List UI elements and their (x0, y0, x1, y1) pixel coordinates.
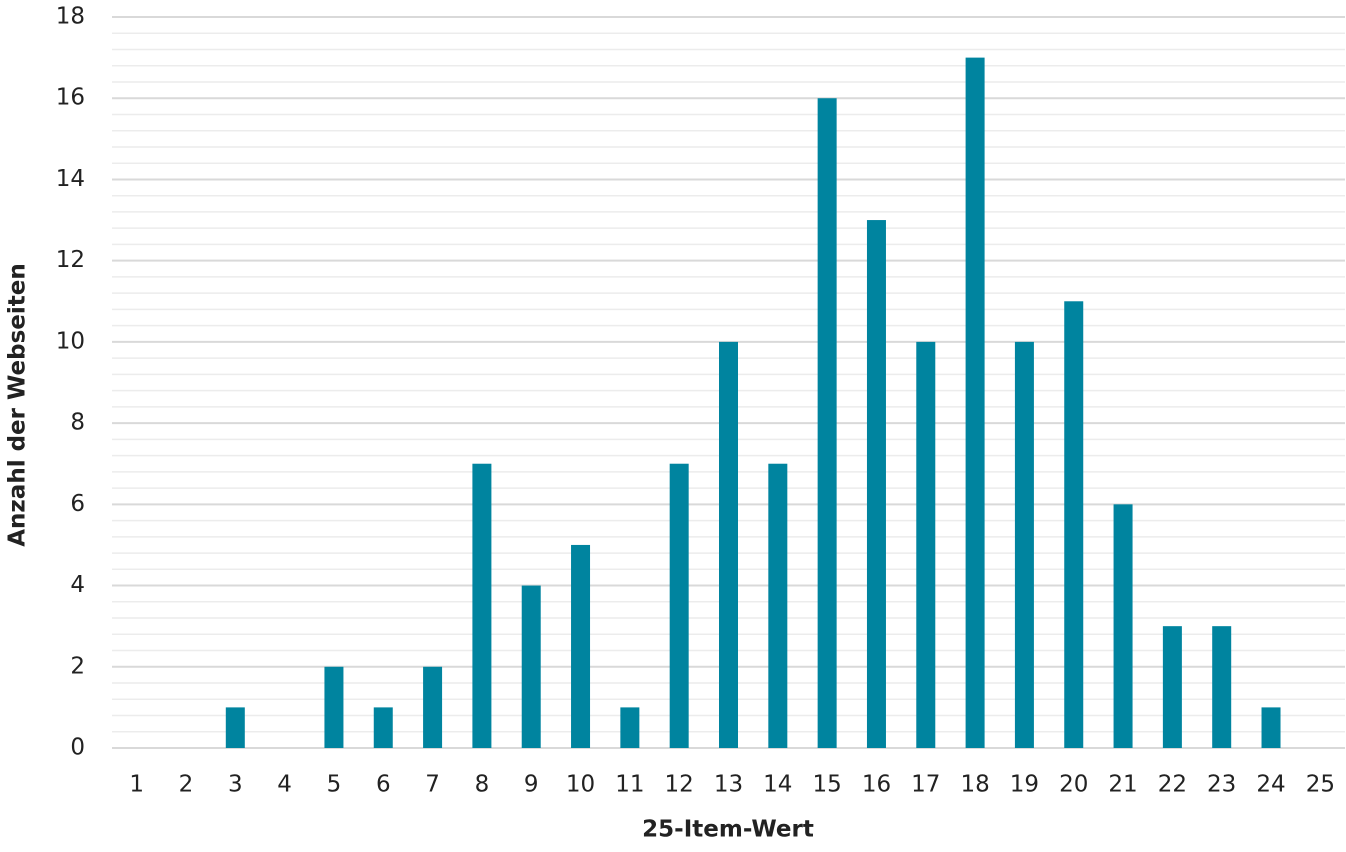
x-tick-label: 14 (763, 772, 792, 798)
y-tick-label: 2 (70, 653, 85, 679)
x-tick-label: 8 (475, 772, 490, 798)
y-axis-label: Anzahl der Webseiten (5, 263, 31, 547)
bar (866, 220, 886, 749)
bar (521, 585, 541, 748)
bar (225, 707, 245, 748)
x-tick-label: 20 (1059, 772, 1088, 798)
bar (669, 463, 689, 748)
bar (324, 666, 344, 748)
bar (817, 98, 837, 748)
bar (916, 341, 936, 748)
bar (620, 707, 640, 748)
y-tick-label: 6 (70, 491, 85, 517)
x-tick-label: 16 (862, 772, 891, 798)
x-tick-label: 15 (812, 772, 841, 798)
x-tick-label: 9 (524, 772, 539, 798)
y-tick-label: 8 (70, 410, 85, 436)
bar (1261, 707, 1281, 748)
x-tick-label: 2 (179, 772, 194, 798)
y-tick-label: 14 (56, 166, 85, 192)
bar (965, 57, 985, 749)
x-tick-label: 12 (665, 772, 694, 798)
bar (1212, 626, 1232, 748)
x-tick-label: 24 (1256, 772, 1285, 798)
y-tick-label: 4 (70, 572, 85, 598)
bar (719, 341, 738, 748)
x-tick-label: 19 (1010, 772, 1039, 798)
x-tick-label: 10 (566, 772, 595, 798)
bar (1162, 626, 1182, 748)
x-tick-label: 25 (1306, 772, 1335, 798)
x-tick-label: 7 (425, 772, 440, 798)
x-tick-label: 13 (714, 772, 743, 798)
x-tick-label: 18 (960, 772, 989, 798)
bar (472, 463, 492, 748)
x-tick-label: 17 (911, 772, 940, 798)
y-tick-label: 12 (56, 247, 85, 273)
x-axis-label: 25-Item-Wert (642, 817, 814, 843)
x-tick-label: 3 (228, 772, 243, 798)
y-tick-label: 0 (70, 735, 85, 761)
bar (768, 463, 788, 748)
x-tick-label: 4 (277, 772, 292, 798)
bar (1064, 301, 1084, 748)
bar (1113, 504, 1133, 748)
x-tick-label: 6 (376, 772, 391, 798)
x-tick-label: 5 (327, 772, 342, 798)
y-tick-label: 16 (56, 85, 85, 111)
bar (1014, 341, 1034, 748)
x-tick-label: 11 (615, 772, 644, 798)
bar (373, 707, 393, 748)
x-tick-label: 22 (1158, 772, 1187, 798)
bar (571, 544, 591, 748)
x-tick-label: 23 (1207, 772, 1236, 798)
bar (423, 666, 443, 748)
y-tick-label: 18 (56, 4, 85, 30)
x-tick-label: 1 (129, 772, 144, 798)
y-tick-label: 10 (56, 328, 85, 354)
x-tick-label: 21 (1108, 772, 1137, 798)
